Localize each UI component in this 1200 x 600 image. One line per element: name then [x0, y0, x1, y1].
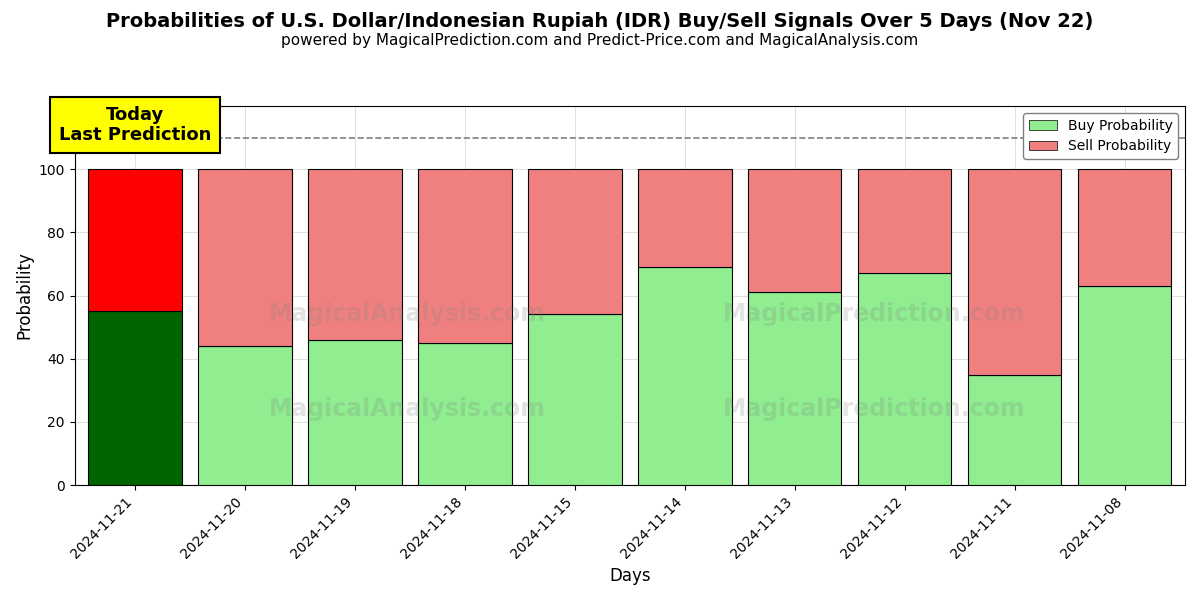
Text: Probabilities of U.S. Dollar/Indonesian Rupiah (IDR) Buy/Sell Signals Over 5 Day: Probabilities of U.S. Dollar/Indonesian … — [107, 12, 1093, 31]
Bar — [89, 169, 182, 311]
Text: MagicalPrediction.com: MagicalPrediction.com — [722, 302, 1026, 326]
Text: MagicalAnalysis.com: MagicalAnalysis.com — [269, 397, 546, 421]
Bar — [308, 169, 402, 340]
Bar — [968, 169, 1061, 374]
Bar — [528, 314, 622, 485]
Y-axis label: Probability: Probability — [16, 251, 34, 340]
Bar — [858, 169, 952, 274]
Legend: Buy Probability, Sell Probability: Buy Probability, Sell Probability — [1024, 113, 1178, 159]
Bar — [638, 267, 732, 485]
Bar — [528, 169, 622, 314]
X-axis label: Days: Days — [610, 567, 650, 585]
Bar — [1078, 169, 1171, 286]
Bar — [748, 169, 841, 292]
Bar — [198, 346, 292, 485]
Bar — [638, 169, 732, 267]
Text: MagicalPrediction.com: MagicalPrediction.com — [722, 397, 1026, 421]
Bar — [968, 374, 1061, 485]
Bar — [1078, 286, 1171, 485]
Bar — [198, 169, 292, 346]
Bar — [89, 311, 182, 485]
Bar — [748, 292, 841, 485]
Text: powered by MagicalPrediction.com and Predict-Price.com and MagicalAnalysis.com: powered by MagicalPrediction.com and Pre… — [281, 33, 919, 48]
Bar — [858, 274, 952, 485]
Bar — [308, 340, 402, 485]
Text: Today
Last Prediction: Today Last Prediction — [59, 106, 211, 145]
Text: MagicalAnalysis.com: MagicalAnalysis.com — [269, 302, 546, 326]
Bar — [419, 343, 511, 485]
Bar — [419, 169, 511, 343]
